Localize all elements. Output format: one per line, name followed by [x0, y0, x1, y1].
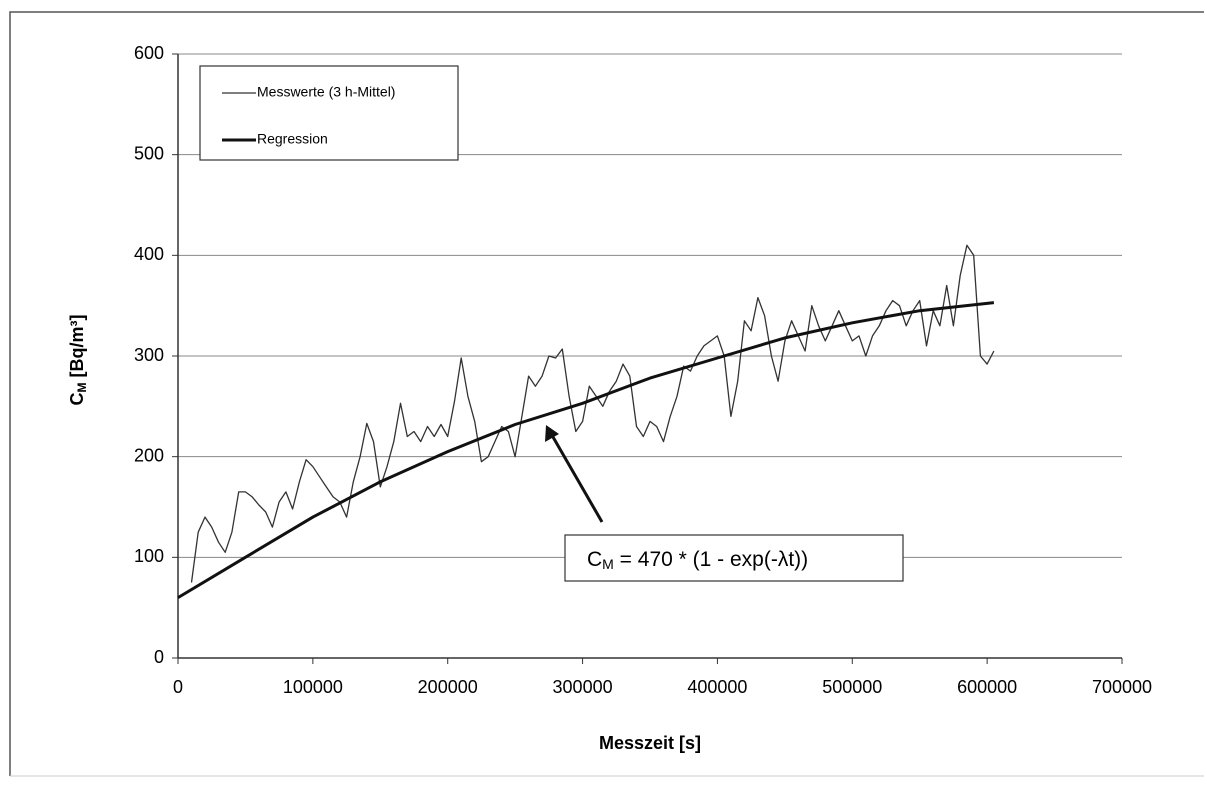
arrow-line: [551, 436, 604, 523]
y-tick-label: 500: [134, 143, 164, 163]
x-tick-label: 300000: [553, 677, 613, 697]
frame: [9, 11, 1204, 776]
y-tick-label: 100: [134, 546, 164, 566]
x-tick-label: 200000: [418, 677, 478, 697]
y-tick-label: 0: [154, 647, 164, 667]
arrow-head: [545, 425, 559, 442]
y-axis-label: CM [Bq/m³]: [67, 315, 89, 406]
x-tick-label: 600000: [957, 677, 1017, 697]
y-label-main: C: [67, 392, 87, 405]
x-tick-label: 500000: [822, 677, 882, 697]
data-line: [177, 301, 995, 599]
data-line: [190, 244, 995, 583]
y-label-sub: M: [75, 382, 89, 392]
x-tick-label: 700000: [1092, 677, 1152, 697]
x-tick-label: 100000: [283, 677, 343, 697]
x-axis-label: Messzeit [s]: [599, 733, 701, 753]
annotation: CM = 470 * (1 - exp(-λt)): [587, 548, 808, 572]
y-tick-label: 200: [134, 445, 164, 465]
legend-label: Regression: [257, 131, 328, 147]
y-tick-label: 300: [134, 345, 164, 365]
legend-label: Messwerte (3 h-Mittel): [257, 84, 395, 100]
y-tick-label: 400: [134, 244, 164, 264]
legend-box: [199, 65, 459, 161]
y-label-rest: [Bq/m³]: [67, 315, 87, 383]
annotation-rest: = 470 * (1 - exp(-λt)): [614, 548, 808, 571]
annotation-main: C: [587, 548, 602, 571]
y-tick-label: 600: [134, 43, 164, 63]
x-tick-label: 400000: [687, 677, 747, 697]
annotation-sub: M: [602, 556, 614, 572]
annotation-box: [564, 534, 904, 582]
x-tick-label: 0: [173, 677, 183, 697]
